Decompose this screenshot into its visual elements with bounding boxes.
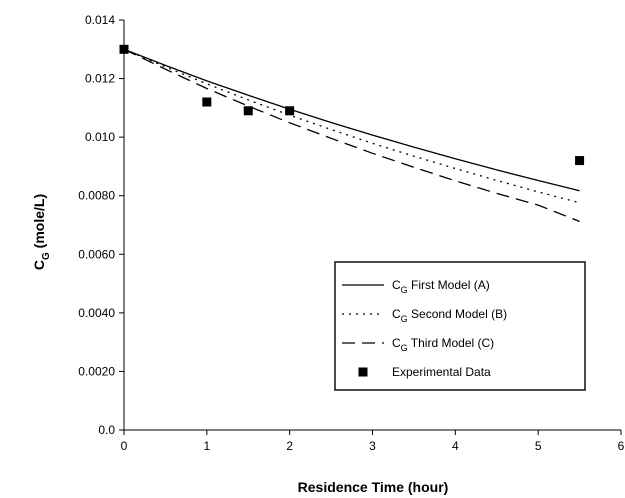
x-tick-label: 5 xyxy=(535,439,542,453)
legend-label: Experimental Data xyxy=(392,365,491,379)
legend-label: CG Second Model (B) xyxy=(392,307,507,324)
x-tick-label: 2 xyxy=(286,439,293,453)
model-line-0 xyxy=(123,48,580,192)
experimental-data-point xyxy=(202,97,212,107)
y-axis-title-sub: G xyxy=(41,252,52,260)
model-line-2 xyxy=(123,48,580,223)
x-tick-label: 0 xyxy=(121,439,128,453)
plot-area: 0 1 2 3 4 5 6 0.0 0.0020 0.0040 0.0060 0.0080 0.010… xyxy=(78,13,624,453)
series-layer xyxy=(119,44,585,223)
experimental-data-point xyxy=(285,106,295,116)
y-tick-label: 0.012 xyxy=(85,72,115,86)
y-tick-label: 0.0080 xyxy=(78,189,115,203)
experimental-data-point xyxy=(243,106,253,116)
x-tick-label: 1 xyxy=(203,439,210,453)
y-tick-label: 0.0020 xyxy=(78,364,115,378)
experimental-data-point xyxy=(575,156,585,166)
model-line-1 xyxy=(123,48,580,204)
x-tick-label: 4 xyxy=(452,439,459,453)
y-tick-label: 0.010 xyxy=(85,130,115,144)
y-ticks: 0.0 0.0020 0.0040 0.0060 0.0080 0.010 0.012 0.0… xyxy=(78,13,124,437)
y-tick-label: 0.0 xyxy=(98,423,115,437)
y-tick-label: 0.0060 xyxy=(78,247,115,261)
y-axis-title: CG (mole/L) xyxy=(31,194,52,270)
experimental-data-point xyxy=(119,44,129,54)
y-tick-label: 0.014 xyxy=(85,13,115,27)
x-ticks: 0 1 2 3 4 5 6 xyxy=(121,430,625,453)
y-axis-title-rest: (mole/L) xyxy=(31,194,47,252)
x-axis-title: Residence Time (hour) xyxy=(298,479,449,495)
x-tick-label: 6 xyxy=(618,439,625,453)
legend-items: CG First Model (A) CG Second Model (B) CG … xyxy=(342,278,507,379)
legend-marker xyxy=(358,367,368,377)
y-tick-label: 0.0040 xyxy=(78,306,115,320)
legend-label: CG First Model (A) xyxy=(392,278,490,295)
y-axis-title-main: C xyxy=(31,260,47,270)
legend-label: CG Third Model (C) xyxy=(392,336,494,353)
legend-box xyxy=(334,261,586,391)
x-tick-label: 3 xyxy=(369,439,376,453)
legend: CG First Model (A) CG Second Model (B) CG … xyxy=(334,261,586,391)
